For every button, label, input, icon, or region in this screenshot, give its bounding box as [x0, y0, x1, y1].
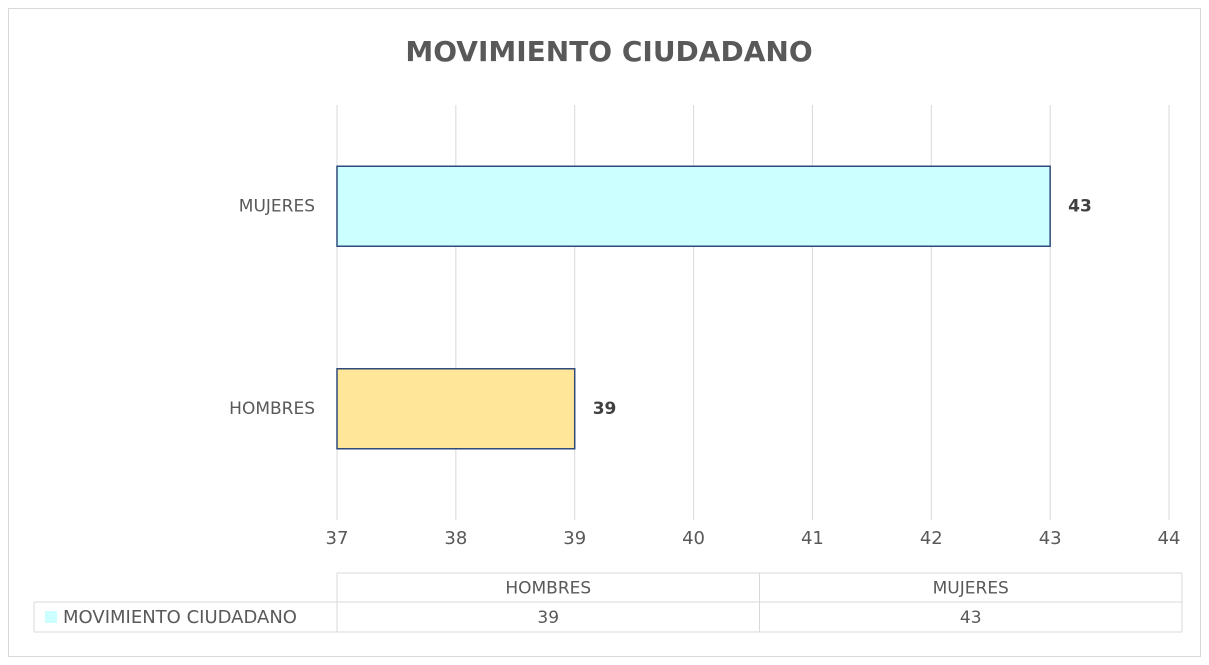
chart-border — [8, 8, 1201, 657]
bar — [336, 368, 576, 450]
bar — [336, 165, 1051, 247]
x-tick-label: 41 — [801, 528, 824, 549]
legend-label: MOVIMIENTO CIUDADANO — [63, 607, 297, 628]
table-header: MUJERES — [933, 579, 1009, 599]
x-tick-label: 39 — [563, 528, 586, 549]
y-tick-label: MUJERES — [239, 196, 315, 216]
x-tick-label: 43 — [1039, 528, 1062, 549]
x-tick-label: 42 — [920, 528, 943, 549]
table-value: 39 — [537, 608, 559, 628]
legend-key — [45, 611, 57, 623]
table-value: 43 — [960, 608, 982, 628]
x-tick-label: 44 — [1158, 528, 1181, 549]
y-tick-label: HOMBRES — [229, 399, 315, 419]
data-label: 39 — [593, 399, 617, 419]
chart-title: MOVIMIENTO CIUDADANO — [405, 35, 812, 68]
x-tick-label: 40 — [682, 528, 705, 549]
table-header: HOMBRES — [505, 579, 591, 599]
x-tick-label: 38 — [444, 528, 467, 549]
data-label: 43 — [1068, 196, 1092, 216]
x-tick-label: 37 — [326, 528, 349, 549]
